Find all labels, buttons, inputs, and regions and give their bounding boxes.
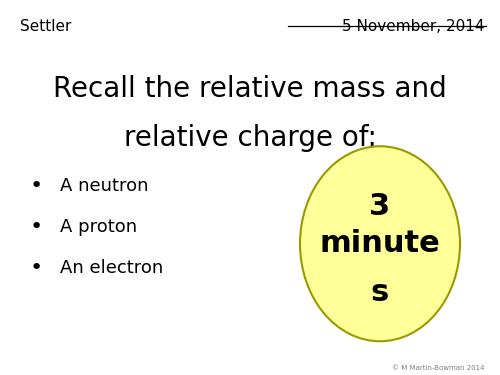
Text: minute: minute (320, 229, 440, 258)
Text: •: • (30, 176, 44, 196)
Text: 5 November, 2014: 5 November, 2014 (342, 19, 485, 34)
Text: A proton: A proton (60, 218, 137, 236)
Text: •: • (30, 258, 44, 278)
Text: An electron: An electron (60, 259, 163, 277)
Text: Recall the relative mass and: Recall the relative mass and (53, 75, 447, 103)
Text: Settler: Settler (20, 19, 72, 34)
Text: 3: 3 (370, 192, 390, 221)
Ellipse shape (300, 146, 460, 341)
Text: relative charge of:: relative charge of: (124, 124, 376, 152)
Text: A neutron: A neutron (60, 177, 148, 195)
Text: © M Martin-Bowman 2014: © M Martin-Bowman 2014 (392, 365, 485, 371)
Text: s: s (371, 278, 389, 307)
Text: •: • (30, 217, 44, 237)
